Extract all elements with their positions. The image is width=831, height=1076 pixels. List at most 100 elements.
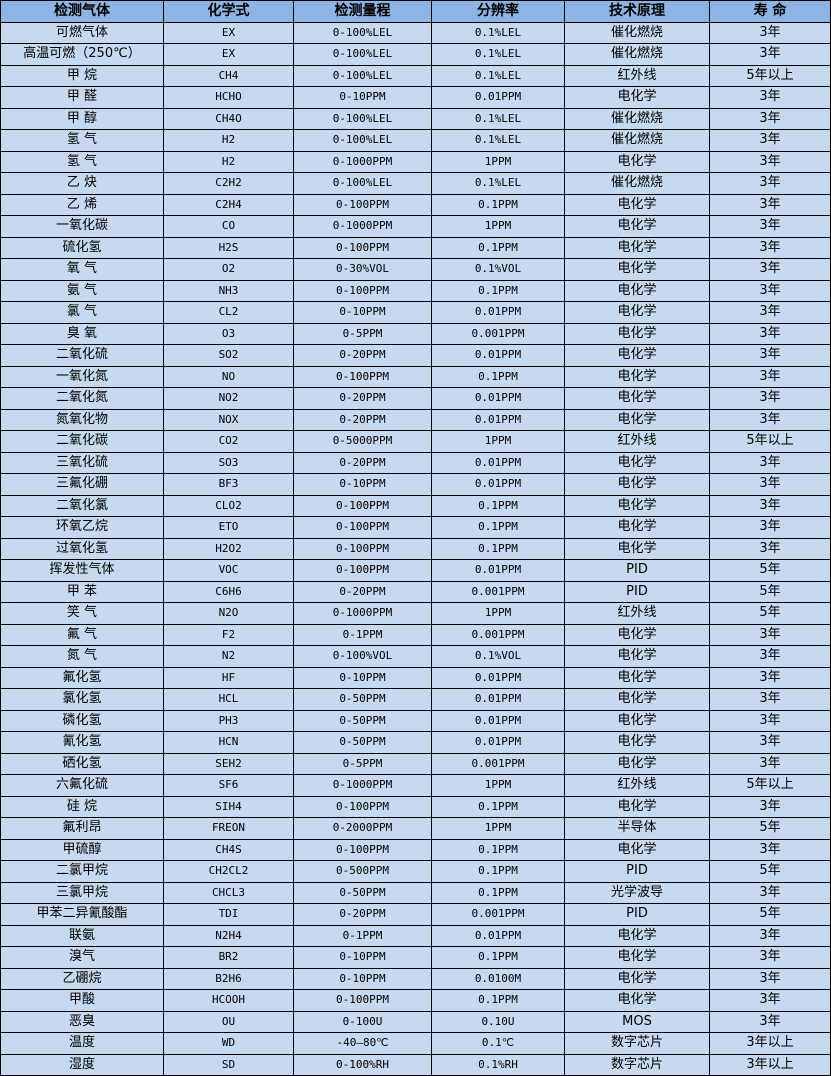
range-cell: 0-100U bbox=[293, 1010, 432, 1033]
formula-cell: VOC bbox=[163, 559, 294, 582]
lifespan-cell: 3年 bbox=[709, 408, 831, 431]
principle-cell: 电化学 bbox=[564, 215, 710, 238]
principle-cell: 电化学 bbox=[564, 301, 710, 324]
formula-cell: N2O bbox=[163, 602, 294, 625]
principle-cell: 半导体 bbox=[564, 817, 710, 840]
gas-name-cell: 溴气 bbox=[0, 946, 164, 969]
lifespan-cell: 3年 bbox=[709, 967, 831, 990]
resolution-cell: 0.01PPM bbox=[431, 731, 565, 754]
table-row: 笑 气 N2O 0-1000PPM 1PPM 红外线 5年 bbox=[0, 602, 831, 625]
gas-name-cell: 甲 烷 bbox=[0, 64, 164, 87]
range-cell: 0-10PPM bbox=[293, 86, 432, 109]
gas-name-cell: 臭 氧 bbox=[0, 322, 164, 345]
gas-name-cell: 湿度 bbox=[0, 1053, 164, 1076]
formula-cell: N2 bbox=[163, 645, 294, 668]
range-cell: -40—80℃ bbox=[293, 1032, 432, 1055]
range-cell: 0-20PPM bbox=[293, 451, 432, 474]
table-row: 氢 气 H2 0-100%LEL 0.1%LEL 催化燃烧 3年 bbox=[0, 129, 831, 152]
principle-cell: 电化学 bbox=[564, 645, 710, 668]
table-row: 六氟化硫 SF6 0-1000PPM 1PPM 红外线 5年以上 bbox=[0, 774, 831, 797]
table-row: 硒化氢 SEH2 0-5PPM 0.001PPM 电化学 3年 bbox=[0, 752, 831, 775]
table-row: 氨 气 NH3 0-100PPM 0.1PPM 电化学 3年 bbox=[0, 279, 831, 302]
table-row: 硅 烷 SIH4 0-100PPM 0.1PPM 电化学 3年 bbox=[0, 795, 831, 818]
formula-cell: C6H6 bbox=[163, 580, 294, 603]
resolution-cell: 0.1%LEL bbox=[431, 21, 565, 44]
header-range: 检测量程 bbox=[293, 0, 432, 23]
lifespan-cell: 3年 bbox=[709, 365, 831, 388]
formula-cell: SO2 bbox=[163, 344, 294, 367]
resolution-cell: 0.001PPM bbox=[431, 322, 565, 345]
lifespan-cell: 3年 bbox=[709, 43, 831, 66]
resolution-cell: 0.1℃ bbox=[431, 1032, 565, 1055]
header-resolution: 分辨率 bbox=[431, 0, 565, 23]
range-cell: 0-100%LEL bbox=[293, 43, 432, 66]
lifespan-cell: 3年 bbox=[709, 86, 831, 109]
principle-cell: 红外线 bbox=[564, 602, 710, 625]
range-cell: 0-100PPM bbox=[293, 365, 432, 388]
formula-cell: TDI bbox=[163, 903, 294, 926]
formula-cell: OU bbox=[163, 1010, 294, 1033]
table-header-row: 检测气体 化学式 检测量程 分辨率 技术原理寿 命 bbox=[0, 0, 831, 23]
range-cell: 0-100PPM bbox=[293, 838, 432, 861]
range-cell: 0-100PPM bbox=[293, 795, 432, 818]
header-lifespan: 寿 命 bbox=[709, 0, 831, 23]
range-cell: 0-30%VOL bbox=[293, 258, 432, 281]
lifespan-cell: 3年 bbox=[709, 322, 831, 345]
principle-cell: 电化学 bbox=[564, 688, 710, 711]
formula-cell: CH4O bbox=[163, 107, 294, 130]
resolution-cell: 0.1%VOL bbox=[431, 645, 565, 668]
lifespan-cell: 3年 bbox=[709, 623, 831, 646]
lifespan-cell: 5年 bbox=[709, 602, 831, 625]
gas-name-cell: 氢 气 bbox=[0, 129, 164, 152]
resolution-cell: 0.1PPM bbox=[431, 365, 565, 388]
gas-name-cell: 二氧化氯 bbox=[0, 494, 164, 517]
principle-cell: PID bbox=[564, 580, 710, 603]
resolution-cell: 0.1PPM bbox=[431, 860, 565, 883]
table-row: 三氧化硫 SO3 0-20PPM 0.01PPM 电化学 3年 bbox=[0, 451, 831, 474]
lifespan-cell: 5年 bbox=[709, 903, 831, 926]
resolution-cell: 0.001PPM bbox=[431, 623, 565, 646]
gas-name-cell: 氮氧化物 bbox=[0, 408, 164, 431]
lifespan-cell: 3年 bbox=[709, 236, 831, 259]
principle-cell: 电化学 bbox=[564, 989, 710, 1012]
resolution-cell: 1PPM bbox=[431, 430, 565, 453]
formula-cell: H2 bbox=[163, 129, 294, 152]
gas-name-cell: 挥发性气体 bbox=[0, 559, 164, 582]
table-row: 氯化氢 HCL 0-50PPM 0.01PPM 电化学 3年 bbox=[0, 688, 831, 711]
lifespan-cell: 3年 bbox=[709, 279, 831, 302]
resolution-cell: 0.1%LEL bbox=[431, 107, 565, 130]
gas-name-cell: 甲 醇 bbox=[0, 107, 164, 130]
resolution-cell: 1PPM bbox=[431, 602, 565, 625]
resolution-cell: 0.1PPM bbox=[431, 989, 565, 1012]
formula-cell: O2 bbox=[163, 258, 294, 281]
lifespan-cell: 3年 bbox=[709, 473, 831, 496]
gas-name-cell: 笑 气 bbox=[0, 602, 164, 625]
gas-name-cell: 甲酸 bbox=[0, 989, 164, 1012]
range-cell: 0-20PPM bbox=[293, 387, 432, 410]
resolution-cell: 0.01PPM bbox=[431, 344, 565, 367]
gas-name-cell: 温度 bbox=[0, 1032, 164, 1055]
principle-cell: 电化学 bbox=[564, 279, 710, 302]
resolution-cell: 0.1PPM bbox=[431, 537, 565, 560]
formula-cell: HCL bbox=[163, 688, 294, 711]
principle-cell: 红外线 bbox=[564, 774, 710, 797]
resolution-cell: 0.001PPM bbox=[431, 903, 565, 926]
formula-cell: CH2CL2 bbox=[163, 860, 294, 883]
principle-cell: 电化学 bbox=[564, 258, 710, 281]
range-cell: 0-100%LEL bbox=[293, 107, 432, 130]
table-row: 氢 气 H2 0-1000PPM 1PPM 电化学 3年 bbox=[0, 150, 831, 173]
formula-cell: NO bbox=[163, 365, 294, 388]
resolution-cell: 0.1PPM bbox=[431, 838, 565, 861]
table-row: 氟化氢 HF 0-10PPM 0.01PPM 电化学 3年 bbox=[0, 666, 831, 689]
principle-cell: 电化学 bbox=[564, 473, 710, 496]
formula-cell: CH4S bbox=[163, 838, 294, 861]
table-row: 温度 WD -40—80℃ 0.1℃ 数字芯片 3年以上 bbox=[0, 1032, 831, 1055]
lifespan-cell: 3年 bbox=[709, 795, 831, 818]
lifespan-cell: 3年以上 bbox=[709, 1053, 831, 1076]
lifespan-cell: 3年 bbox=[709, 645, 831, 668]
formula-cell: HCOOH bbox=[163, 989, 294, 1012]
principle-cell: 催化燃烧 bbox=[564, 43, 710, 66]
lifespan-cell: 3年 bbox=[709, 193, 831, 216]
resolution-cell: 0.1PPM bbox=[431, 193, 565, 216]
resolution-cell: 0.01PPM bbox=[431, 666, 565, 689]
